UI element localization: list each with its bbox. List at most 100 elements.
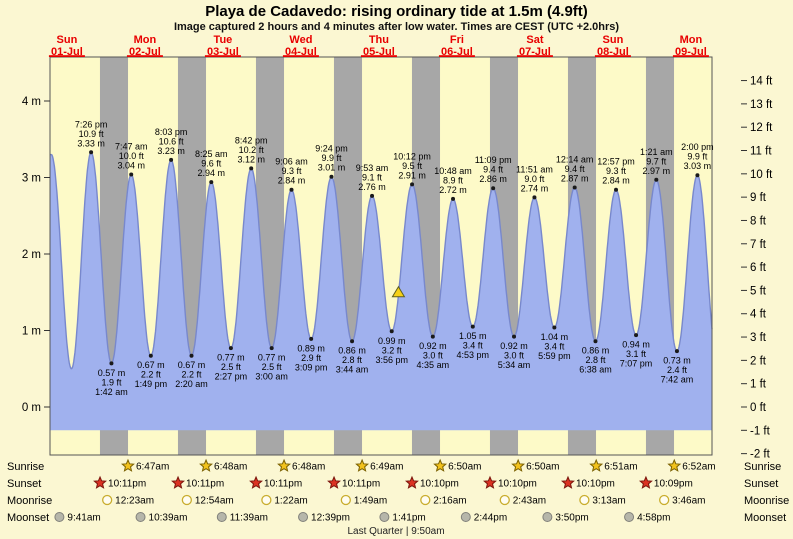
date-weekday: Sun [57, 34, 78, 46]
extreme-point [552, 325, 557, 330]
extreme-point [593, 339, 598, 344]
astro-time: 1:41pm [392, 513, 425, 524]
extreme-point [148, 353, 153, 358]
extreme-point [269, 346, 274, 351]
extreme-ft: 9.0 ft [524, 174, 545, 184]
date-weekday: Sat [526, 34, 543, 46]
astro-time: 10:11pm [186, 479, 224, 490]
extreme-point [430, 334, 435, 339]
extreme-point [512, 334, 517, 339]
astro-row-moonrise: Moonrise Moonrise 12:23am 12:54am 1:22am 1:49… [7, 494, 789, 507]
date-label: 09-Jul [675, 46, 707, 58]
extreme-ft: 3.1 ft [626, 349, 647, 359]
extreme-time: 5:34 am [498, 360, 531, 370]
extreme-ft: 2.5 ft [262, 362, 283, 372]
moonset-icon [542, 512, 553, 522]
extreme-time: 2:27 pm [215, 372, 248, 382]
left-axis-label: 3 m [22, 173, 41, 185]
high-tide-label: 8:25 am9.6 ft2.94 m [195, 149, 228, 178]
extreme-time: 1:21 am [640, 147, 673, 157]
extreme-ft: 10.0 ft [119, 151, 145, 161]
extreme-m: 0.67 m [137, 360, 165, 370]
astro-time: 12:54am [195, 496, 234, 507]
right-axis-label: 12 ft [750, 122, 773, 134]
extreme-ft: 2.9 ft [301, 353, 322, 363]
extreme-time: 5:59 pm [538, 351, 571, 361]
right-axis-label: 0 ft [750, 402, 767, 414]
low-tide-label: 0.99 m3.2 ft3:56 pm [375, 336, 408, 365]
extreme-m: 2.86 m [479, 174, 507, 184]
extreme-m: 2.84 m [278, 176, 306, 186]
right-axis-label: 11 ft [750, 146, 772, 158]
extreme-point [350, 339, 355, 344]
sunrise-star-icon [199, 458, 213, 472]
astro-row-label-right: Sunset [744, 478, 778, 490]
date-underline [126, 55, 163, 57]
low-tide-label: 0.73 m2.4 ft7:42 am [661, 356, 694, 385]
extreme-ft: 2.2 ft [182, 370, 203, 380]
sunset-star-icon [249, 475, 263, 489]
extreme-time: 10:12 pm [393, 151, 431, 161]
extreme-ft: 8.9 ft [443, 175, 464, 185]
extreme-time: 2:00 pm [681, 142, 714, 152]
astro-time: 10:11pm [264, 479, 302, 490]
low-tide-label: 0.57 m1.9 ft1:42 am [95, 368, 128, 397]
right-axis-label: -1 ft [750, 425, 771, 437]
high-tide-label: 1:21 am9.7 ft2.97 m [640, 147, 673, 176]
moonrise-icon [181, 494, 193, 506]
extreme-time: 7:47 am [115, 141, 148, 151]
date-label: 02-Jul [129, 46, 161, 58]
left-axis-label: 4 m [22, 96, 41, 108]
astro-time: 6:48am [292, 462, 325, 473]
extreme-time: 6:38 am [579, 365, 612, 375]
extreme-point [129, 172, 134, 177]
moonset-icon [216, 512, 227, 522]
astro-time: 12:23am [115, 496, 154, 507]
right-axis-label: 9 ft [750, 192, 767, 204]
date-weekday: Fri [450, 34, 464, 46]
date-label: 06-Jul [441, 46, 473, 58]
astro-time: 4:58pm [637, 513, 670, 524]
low-tide-label: 0.86 m2.8 ft6:38 am [579, 346, 612, 375]
extreme-ft: 9.9 ft [321, 153, 342, 163]
date-underline [516, 55, 553, 57]
extreme-point [572, 185, 577, 190]
extreme-ft: 3.4 ft [463, 341, 484, 351]
extreme-m: 3.33 m [77, 138, 105, 148]
moonrise-icon [102, 494, 113, 506]
extreme-m: 2.72 m [439, 185, 467, 195]
sunset-star-icon [638, 475, 653, 489]
astro-time: 6:48am [214, 462, 247, 473]
right-axis-label: 10 ft [750, 169, 773, 181]
extreme-point [674, 349, 679, 354]
extreme-time: 1:49 pm [135, 379, 168, 389]
date-label: 08-Jul [597, 46, 629, 58]
extreme-ft: 9.3 ft [606, 166, 627, 176]
date-weekday: Mon [680, 34, 703, 46]
low-tide-label: 0.89 m2.9 ft3:09 pm [295, 343, 328, 372]
astro-time: 6:52am [682, 462, 715, 473]
high-tide-label: 9:06 am9.3 ft2.84 m [275, 157, 308, 186]
sunset-star-icon [483, 475, 497, 489]
low-tide-label: 0.92 m3.0 ft5:34 am [498, 341, 531, 370]
low-tide-label: 1.04 m3.4 ft5:59 pm [538, 332, 571, 361]
extreme-ft: 9.5 ft [402, 161, 423, 171]
sunset-star-icon [405, 475, 419, 489]
astro-time: 6:47am [136, 462, 169, 473]
extreme-point [329, 174, 334, 179]
extreme-m: 0.99 m [378, 336, 406, 346]
high-tide-label: 11:51 am9.0 ft2.74 m [516, 164, 553, 193]
date-weekday: Tue [214, 34, 233, 46]
astro-time: 6:51am [604, 462, 637, 473]
right-axis-label: 7 ft [750, 239, 767, 251]
low-tide-label: 0.94 m3.1 ft7:07 pm [620, 340, 653, 369]
low-tide-label: 0.67 m2.2 ft2:20 am [175, 360, 208, 389]
moon-phase-footer: Last Quarter | 9:50am [347, 526, 444, 537]
extreme-time: 9:53 am [356, 163, 389, 173]
moonrise-icon [579, 494, 590, 506]
extreme-time: 2:20 am [175, 379, 208, 389]
date-label: 01-Jul [51, 46, 83, 58]
